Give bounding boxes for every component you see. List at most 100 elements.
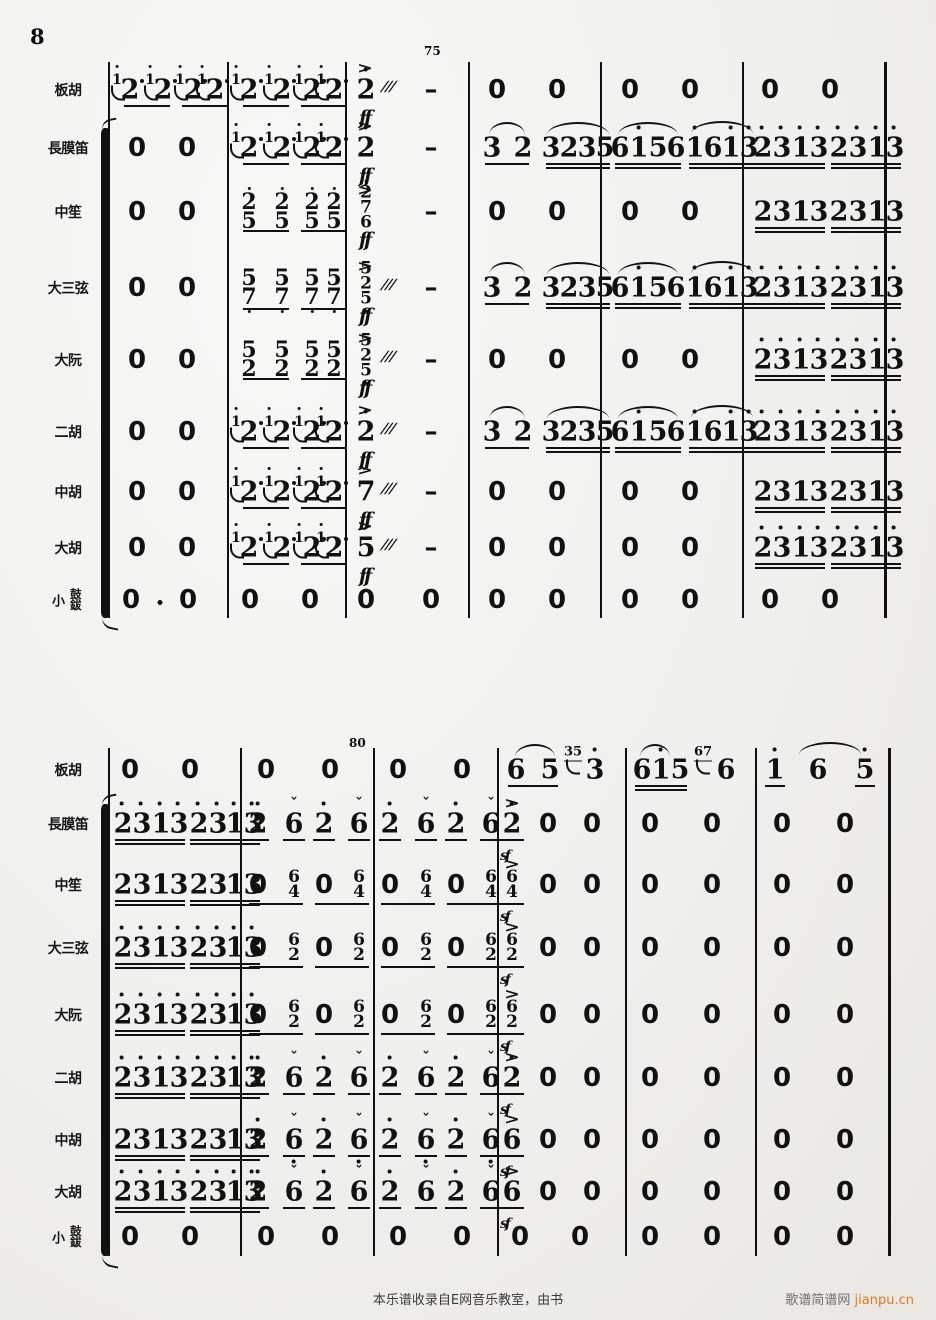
- octave-dot-high: [175, 925, 180, 930]
- beam: [247, 1207, 269, 1210]
- octave-dot-high: [234, 467, 238, 470]
- slur: [547, 262, 609, 275]
- octave-dot-high: [119, 1055, 124, 1060]
- slur: [489, 406, 525, 419]
- slur: [691, 261, 753, 274]
- rest: 0: [547, 197, 567, 227]
- slur: [618, 262, 678, 275]
- rest: 0: [127, 273, 147, 303]
- octave-dot-high: [267, 467, 271, 470]
- beam: [755, 231, 825, 234]
- rest: 0: [127, 345, 147, 375]
- chord-note: 2: [353, 945, 365, 965]
- grace-note: 1: [231, 123, 241, 146]
- beam: [855, 785, 875, 788]
- chord-note: 5: [326, 265, 342, 291]
- rest: 0: [538, 1063, 558, 1093]
- note: 1: [868, 409, 886, 446]
- note: 3: [885, 476, 905, 508]
- accent-mark: >: [504, 918, 520, 936]
- beam: [831, 563, 901, 566]
- decrescendo-hairpin: [382, 517, 460, 527]
- note: 3: [170, 801, 188, 838]
- dot-prolong: [259, 421, 263, 425]
- rest: 0: [487, 197, 507, 227]
- grace-slur-hook: [293, 543, 307, 559]
- dot-prolong: [292, 137, 296, 141]
- decrescendo-hairpin: [250, 1043, 490, 1053]
- accent-mark: >: [504, 1110, 520, 1128]
- rest: 0: [446, 870, 466, 900]
- beam: [615, 167, 681, 170]
- beam: [831, 303, 901, 306]
- rest: 0: [570, 1222, 590, 1252]
- octave-dot-high: [363, 125, 368, 130]
- beam: [313, 839, 335, 842]
- beam: [348, 839, 370, 842]
- beam: [508, 785, 558, 788]
- mordent-mark: ˇ: [290, 1111, 298, 1129]
- grace-slur-hook: [263, 487, 277, 503]
- beam: [480, 1155, 502, 1158]
- note-dash: –: [424, 417, 438, 447]
- note: 3: [810, 265, 828, 302]
- note: 6: [502, 1124, 522, 1156]
- grace-slur-hook: [230, 543, 244, 559]
- beam: [689, 451, 755, 454]
- note-2: 2: [239, 476, 259, 508]
- octave-dot-low: [291, 1159, 296, 1164]
- mordent-mark: ˇ: [422, 795, 430, 813]
- beam: [500, 1207, 524, 1210]
- chord-note: 2: [274, 356, 290, 382]
- beam: [283, 1155, 305, 1158]
- beam: [831, 231, 901, 234]
- note: 1: [867, 476, 887, 508]
- note: 3: [848, 476, 868, 508]
- dot-prolong: [157, 600, 163, 605]
- beam: [480, 1207, 502, 1210]
- chord-note: 6: [288, 867, 300, 887]
- beam: [689, 307, 755, 310]
- octave-dot-high: [297, 467, 301, 470]
- chord-note: 2: [241, 356, 257, 382]
- beam: [755, 451, 825, 454]
- octave-dot-high: [247, 187, 251, 190]
- dynamic-ff: ff: [358, 377, 372, 399]
- rest: 0: [582, 870, 602, 900]
- rest: 0: [547, 345, 567, 375]
- note: 5: [648, 132, 668, 164]
- beam: [243, 563, 289, 566]
- beam: [831, 307, 901, 310]
- octave-dot-high: [815, 337, 820, 342]
- dot-prolong: [292, 537, 296, 541]
- rest: 0: [180, 755, 200, 785]
- octave-dot-high: [387, 801, 392, 806]
- grace-note: 1: [294, 65, 304, 88]
- barline: [884, 62, 888, 618]
- system-1: 板胡 長膜笛 中笙 大三弦 大阮 二胡 中胡 大胡小鼓鈸 1 2 1 2 1 2 1 2 0 0 0 0 0 0 0 0 0 0 0…: [0, 0, 936, 700]
- note: 3: [541, 416, 561, 448]
- beam: [243, 163, 289, 166]
- beam: [500, 1033, 524, 1036]
- grace-note: 1: [112, 65, 122, 88]
- chord-note: 2: [326, 356, 342, 382]
- beam: [546, 163, 610, 166]
- note: 1: [792, 525, 810, 562]
- note: 6: [703, 272, 723, 304]
- note: 6: [610, 416, 630, 448]
- rest: 0: [177, 533, 197, 563]
- octave-dot-high: [873, 337, 878, 342]
- note: 3: [773, 265, 791, 302]
- note: 5: [670, 754, 690, 786]
- rest: 0: [820, 585, 840, 615]
- beam: [115, 1030, 185, 1033]
- beam: [379, 1093, 401, 1096]
- mordent-mark: ˇ: [487, 1163, 495, 1181]
- note: 5: [856, 747, 874, 784]
- rest: 0: [240, 585, 260, 615]
- octave-dot-high: [759, 125, 764, 130]
- instrument-label-dasanxian: 大三弦: [47, 941, 89, 957]
